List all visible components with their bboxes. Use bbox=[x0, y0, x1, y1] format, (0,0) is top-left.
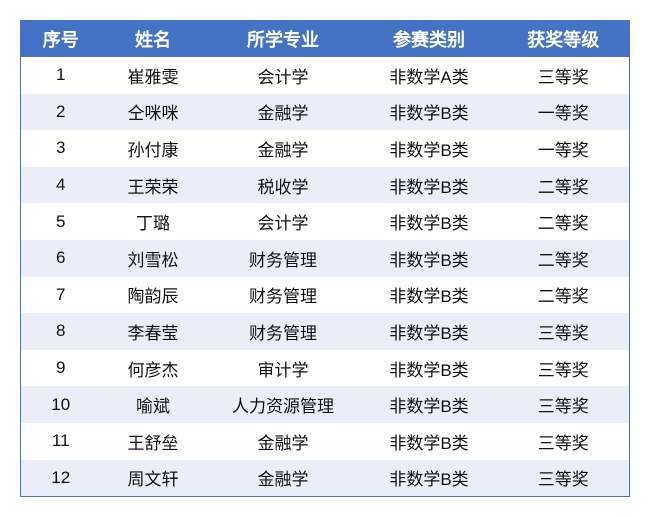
cell-major: 会计学 bbox=[257, 214, 309, 234]
cell-major: 人力资源管理 bbox=[205, 386, 361, 423]
cell-category: 非数学B类 bbox=[389, 433, 469, 453]
cell-index: 3 bbox=[56, 138, 66, 158]
cell-category: 非数学B类 bbox=[360, 459, 498, 497]
cell-index: 10 bbox=[20, 386, 101, 423]
cell-name: 孙付康 bbox=[127, 140, 179, 160]
table-row: 3 孙付康 金融学 非数学B类 一等奖 bbox=[21, 130, 630, 167]
cell-name: 喻斌 bbox=[100, 386, 206, 423]
cell-category: 非数学B类 bbox=[360, 386, 498, 423]
cell-index: 7 bbox=[56, 284, 66, 304]
cell-category: 非数学B类 bbox=[389, 287, 469, 307]
cell-major: 金融学 bbox=[257, 433, 309, 453]
cell-category: 非数学B类 bbox=[389, 214, 469, 234]
table-row: 2 仝咪咪 金融学 非数学B类 一等奖 bbox=[20, 93, 630, 131]
table-row: 4 王荣荣 税收学 非数学B类 二等奖 bbox=[20, 166, 630, 204]
cell-index: 5 bbox=[56, 211, 66, 231]
table-row: 12 周文轩 金融学 非数学B类 三等奖 bbox=[20, 459, 630, 497]
cell-index: 11 bbox=[51, 431, 70, 451]
cell-category: 非数学B类 bbox=[389, 140, 469, 160]
table-row: 10 喻斌 人力资源管理 非数学B类 三等奖 bbox=[20, 386, 630, 423]
cell-index: 12 bbox=[20, 459, 101, 497]
cell-name: 李春莹 bbox=[100, 313, 206, 350]
header-row: 序号 姓名 所学专业 参赛类别 获奖等级 bbox=[20, 20, 630, 57]
cell-major: 金融学 bbox=[205, 93, 361, 131]
table-row: 5 丁璐 会计学 非数学B类 二等奖 bbox=[21, 203, 630, 240]
table-row: 8 李春莹 财务管理 非数学B类 三等奖 bbox=[20, 313, 630, 350]
cell-award: 二等奖 bbox=[497, 166, 630, 204]
cell-category: 非数学B类 bbox=[360, 239, 498, 277]
cell-index: 2 bbox=[20, 93, 101, 131]
header-index: 序号 bbox=[20, 20, 101, 57]
cell-category: 非数学A类 bbox=[389, 67, 469, 87]
header-major: 所学专业 bbox=[205, 20, 361, 57]
cell-index: 9 bbox=[56, 358, 66, 378]
cell-name: 王荣荣 bbox=[100, 166, 206, 204]
cell-major: 财务管理 bbox=[205, 313, 361, 350]
cell-award: 二等奖 bbox=[497, 239, 630, 277]
cell-name: 崔雅雯 bbox=[127, 67, 179, 87]
cell-major: 金融学 bbox=[257, 140, 309, 160]
awards-table: 序号 姓名 所学专业 参赛类别 获奖等级 1 崔雅雯 会计学 非数学A类 三等奖 2 仝咪咪… bbox=[20, 20, 630, 498]
cell-index: 6 bbox=[20, 239, 101, 277]
header-name: 姓名 bbox=[100, 20, 206, 57]
cell-name: 王舒垒 bbox=[127, 433, 179, 453]
cell-index: 4 bbox=[20, 166, 101, 204]
table-row: 9 何彦杰 审计学 非数学B类 三等奖 bbox=[21, 350, 630, 387]
cell-index: 1 bbox=[56, 65, 66, 85]
cell-major: 会计学 bbox=[257, 67, 309, 87]
cell-name: 丁璐 bbox=[136, 214, 170, 234]
header-award: 获奖等级 bbox=[497, 20, 630, 57]
cell-index: 8 bbox=[20, 313, 101, 350]
cell-award: 三等奖 bbox=[497, 459, 630, 497]
table-row: 11 王舒垒 金融学 非数学B类 三等奖 bbox=[21, 423, 630, 460]
cell-award: 三等奖 bbox=[497, 386, 630, 423]
cell-major: 税收学 bbox=[205, 166, 361, 204]
cell-award: 三等奖 bbox=[537, 67, 589, 87]
table-row: 6 刘雪松 财务管理 非数学B类 二等奖 bbox=[20, 239, 630, 277]
cell-name: 刘雪松 bbox=[100, 239, 206, 277]
cell-major: 财务管理 bbox=[205, 239, 361, 277]
cell-major: 财务管理 bbox=[249, 287, 317, 307]
cell-award: 三等奖 bbox=[537, 360, 589, 380]
cell-award: 二等奖 bbox=[537, 287, 589, 307]
cell-category: 非数学B类 bbox=[360, 313, 498, 350]
cell-award: 一等奖 bbox=[497, 93, 630, 131]
cell-award: 三等奖 bbox=[537, 433, 589, 453]
cell-award: 三等奖 bbox=[497, 313, 630, 350]
cell-award: 一等奖 bbox=[537, 140, 589, 160]
table-body: 1 崔雅雯 会计学 非数学A类 三等奖 2 仝咪咪 金融学 非数学B类 一等奖 3 孙付康 金融学 非数学… bbox=[20, 57, 630, 497]
cell-award: 二等奖 bbox=[537, 214, 589, 234]
cell-major: 审计学 bbox=[257, 360, 309, 380]
cell-name: 陶韵辰 bbox=[127, 287, 179, 307]
header-category: 参赛类别 bbox=[360, 20, 498, 57]
cell-name: 仝咪咪 bbox=[100, 93, 206, 131]
table-row: 7 陶韵辰 财务管理 非数学B类 二等奖 bbox=[21, 277, 630, 314]
cell-name: 何彦杰 bbox=[127, 360, 179, 380]
cell-category: 非数学B类 bbox=[389, 360, 469, 380]
table-row: 1 崔雅雯 会计学 非数学A类 三等奖 bbox=[21, 57, 630, 94]
cell-category: 非数学B类 bbox=[360, 166, 498, 204]
cell-major: 金融学 bbox=[205, 459, 361, 497]
cell-category: 非数学B类 bbox=[360, 93, 498, 131]
cell-name: 周文轩 bbox=[100, 459, 206, 497]
